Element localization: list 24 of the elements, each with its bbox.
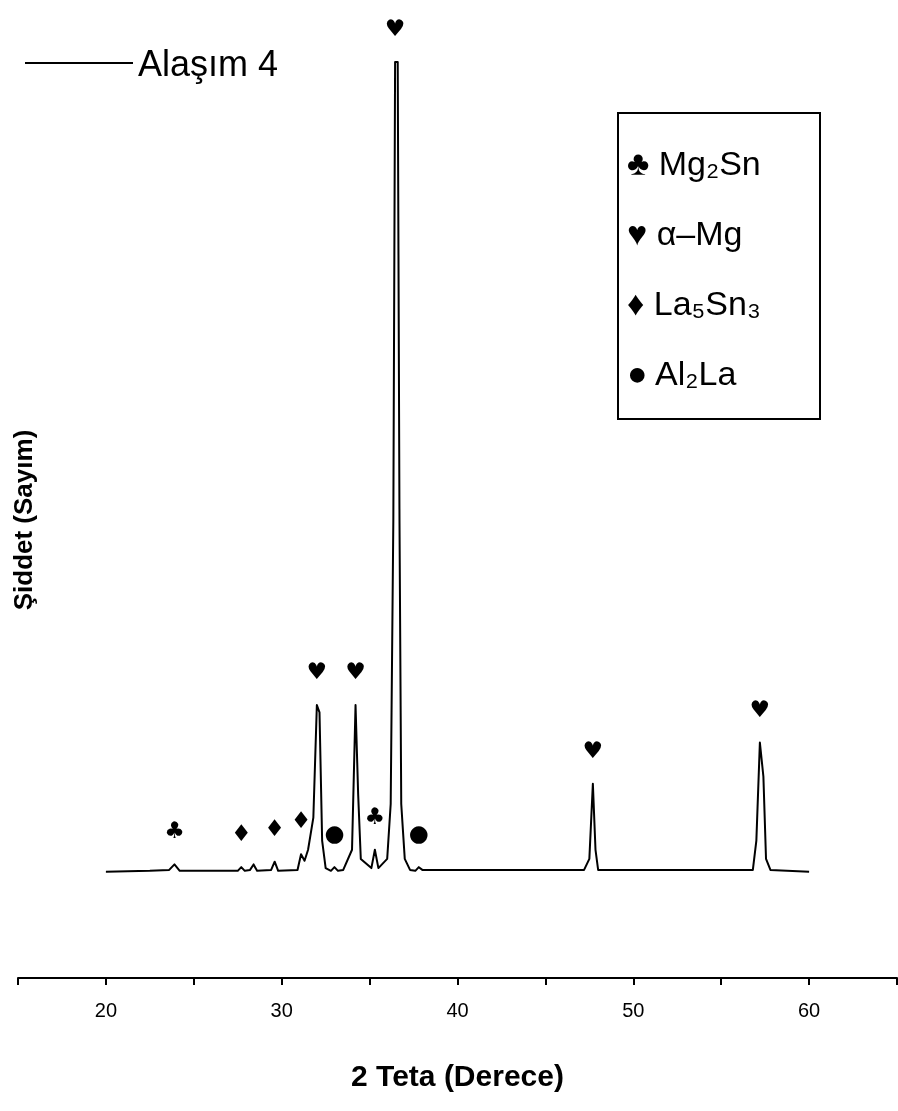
annotation: ♥ α–Mg xyxy=(627,213,744,254)
annotation: ♥ xyxy=(345,658,366,685)
annotation: ♥ xyxy=(306,658,328,685)
annotation: ♣ Mg₂Sn xyxy=(627,143,762,184)
annotation: ● Al₂La xyxy=(627,353,738,394)
x-axis-title: 2 Teta (Derece) xyxy=(351,1058,564,1092)
annotation: ♣ xyxy=(364,802,386,829)
x-tick-label: 20 xyxy=(94,999,118,1021)
annotation: ♥ xyxy=(582,736,604,763)
annotation: ● xyxy=(408,820,429,847)
annotation: ● xyxy=(324,820,345,847)
annotation: ♥ xyxy=(384,15,406,41)
x-tick-label: 40 xyxy=(446,999,469,1021)
y-axis-title: Şiddet (Sayım) xyxy=(8,429,38,611)
annotation: ♦ xyxy=(264,814,285,841)
x-tick-label: 30 xyxy=(270,999,293,1021)
annotation: ♦ xyxy=(290,807,312,834)
x-tick-label: 60 xyxy=(797,999,821,1021)
annotation: ♦ xyxy=(230,820,252,847)
annotation: ♥ xyxy=(749,695,771,722)
annotation: ♣ xyxy=(164,817,185,844)
legend-label: Alaşım 4 xyxy=(138,42,279,84)
annotation: ♦ La₅Sn₃ xyxy=(627,283,762,324)
x-tick-label: 50 xyxy=(622,999,645,1021)
